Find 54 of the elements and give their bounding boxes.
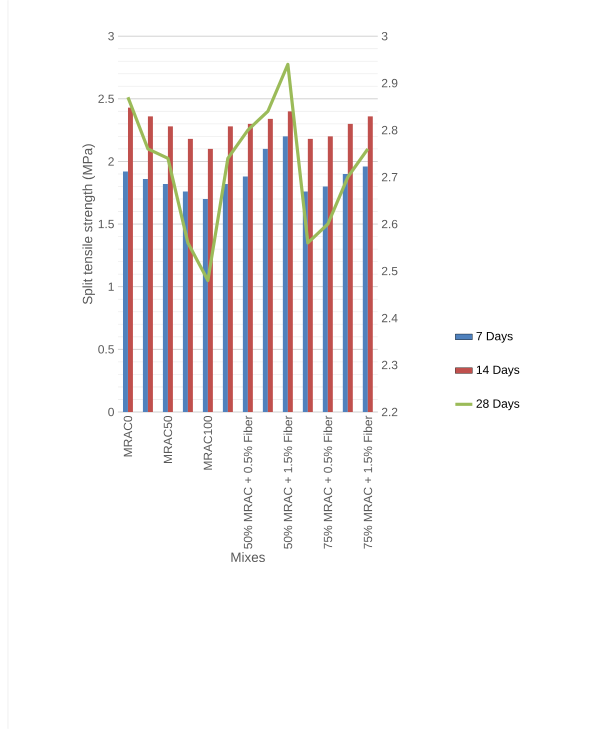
- bar: [243, 176, 248, 412]
- y-tick-label: 2: [108, 157, 114, 166]
- bar: [362, 166, 368, 412]
- x-tick-label: 75% MRAC + 0.5% Fiber: [324, 416, 332, 549]
- x-tick-label: MRAC0: [124, 416, 132, 456]
- bar: [288, 111, 294, 412]
- bar: [223, 184, 228, 412]
- bar: [183, 192, 188, 412]
- y2-tick-label: 2.7: [382, 172, 398, 182]
- bar: [328, 136, 333, 412]
- y-tick-label: 0: [108, 408, 114, 416]
- y2-tick-label: 2.6: [382, 220, 398, 228]
- bar: [263, 148, 268, 412]
- bar: [163, 184, 168, 412]
- y2-tick-label: 2.9: [382, 78, 398, 88]
- bar: [323, 186, 328, 412]
- bar: [268, 118, 274, 412]
- y2-tick-label: 2.3: [382, 360, 398, 370]
- y-tick-label: 0.5: [98, 345, 114, 354]
- bar: [128, 108, 134, 412]
- line-series: [126, 62, 370, 282]
- x-axis-title: Mixes: [232, 552, 266, 562]
- legend-label: 7 Days: [476, 332, 513, 343]
- y2-tick-label: 2.5: [382, 266, 398, 276]
- bar: [308, 138, 314, 412]
- legend-label: 14 Days: [477, 366, 520, 376]
- bar: [168, 126, 174, 412]
- y-tick-label: 1: [108, 282, 114, 291]
- bar: [228, 126, 234, 412]
- bar: [188, 138, 194, 412]
- bar: [148, 116, 154, 412]
- y-axis-title: Split tensile strength (MPa): [82, 144, 96, 304]
- x-tick-label: 50% MRAC + 1.5% Fiber: [284, 416, 292, 549]
- bar: [368, 116, 373, 412]
- bar: [283, 136, 288, 412]
- x-tick-label: 75% MRAC + 1.5% Fiber: [364, 416, 372, 549]
- y-tick-label: 3: [108, 32, 114, 40]
- bar: [203, 199, 208, 412]
- bar: [348, 124, 353, 412]
- y2-tick-label: 2.8: [382, 126, 398, 134]
- x-tick-label: MRAC50: [164, 416, 172, 463]
- y2-tick-label: 2.4: [382, 314, 398, 322]
- x-tick-label: 50% MRAC + 0.5% Fiber: [244, 416, 252, 549]
- y-tick-label: 1.5: [98, 220, 114, 228]
- y2-tick-label: 2.2: [382, 408, 398, 416]
- y2-tick-label: 3: [382, 32, 388, 40]
- legend-label: 28 Days: [476, 399, 520, 410]
- bar: [143, 178, 148, 412]
- bar: [123, 171, 128, 412]
- x-tick-label: MRAC100: [204, 416, 212, 470]
- y-tick-label: 2.5: [98, 94, 114, 104]
- bar: [342, 174, 348, 412]
- bar: [248, 124, 254, 412]
- bar: [208, 148, 214, 412]
